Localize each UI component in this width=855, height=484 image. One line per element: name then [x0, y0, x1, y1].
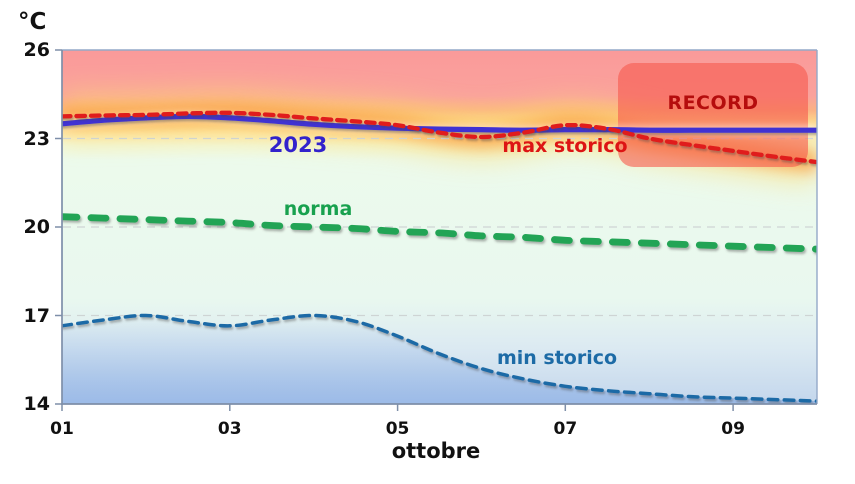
axis-ticks — [55, 49, 734, 411]
series-label-2023: 2023 — [268, 133, 328, 157]
x-axis-title: ottobre — [391, 439, 481, 463]
y-tick-label-26: 26 — [23, 39, 50, 61]
y-axis-unit-label: °C — [18, 9, 47, 35]
plot-inner — [62, 63, 817, 404]
y-tick-label-20: 20 — [23, 216, 50, 238]
x-tick-label-05: 05 — [385, 419, 410, 439]
series-label-norma: norma — [283, 198, 353, 220]
y-tick-label-17: 17 — [23, 304, 50, 327]
x-tick-label-07: 07 — [553, 419, 578, 439]
x-tick-label-01: 01 — [50, 419, 74, 439]
record-badge-label: RECORD — [667, 92, 759, 115]
line-max-storico — [62, 110, 817, 165]
y-tick-label-23: 23 — [23, 127, 50, 150]
line-norma — [62, 213, 817, 253]
series-label-min-storico: min storico — [496, 347, 618, 369]
line-min-storico — [62, 313, 817, 403]
line-2023 — [62, 113, 817, 133]
x-tick-label-03: 03 — [217, 419, 242, 439]
min-storico-area-fill — [62, 315, 817, 404]
series-label-max-storico: max storico — [502, 135, 628, 157]
x-tick-label-09: 09 — [721, 419, 745, 439]
y-tick-label-14: 14 — [23, 393, 50, 415]
